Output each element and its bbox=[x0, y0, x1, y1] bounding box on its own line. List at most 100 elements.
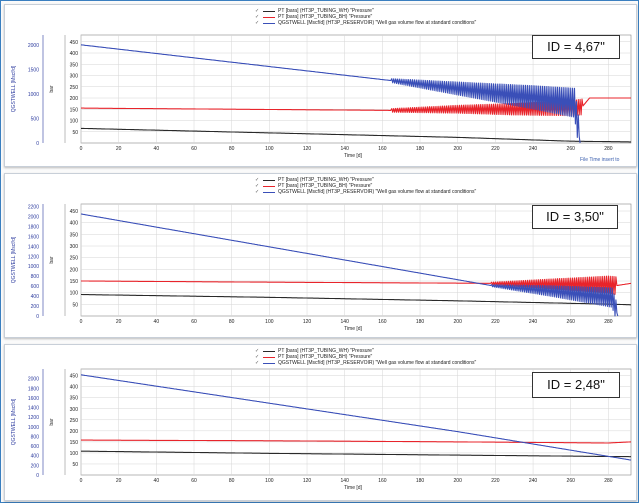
x-tick-label: 180 bbox=[416, 319, 425, 325]
x-tick-label: 280 bbox=[604, 146, 613, 152]
outer-y-tick-label: 600 bbox=[31, 444, 40, 450]
chart-svg-2: 0 20 40 60 80 100 120 140 160 180 200 220 240 260 280 5… bbox=[11, 203, 632, 332]
legend-checkbox[interactable]: ✓ bbox=[255, 20, 260, 26]
outer-y-tick-label: 200 bbox=[31, 463, 40, 469]
legend-item-gas[interactable]: ✓ QGSTWELL [Mscf/d] (HT3P_RESERVOIR) "Wel… bbox=[255, 20, 476, 26]
inner-y-tick-label: 50 bbox=[72, 130, 78, 136]
legend-label: PT [bara] (HT3P_TUBING_BH) "Pressure" bbox=[278, 14, 373, 20]
legend-1: ✓ PT [bara] (HT3P_TUBING_WH) "Pressure" ✓… bbox=[255, 8, 476, 26]
legend-2: ✓ PT [bara] (HT3P_TUBING_WH) "Pressure" ✓… bbox=[255, 177, 476, 195]
legend-label: QGSTWELL [Mscf/d] (HT3P_RESERVOIR) "Well… bbox=[278, 20, 477, 26]
legend-checkbox[interactable]: ✓ bbox=[255, 8, 260, 14]
chart-panel-2: 0 20 40 60 80 100 120 140 160 180 200 220 240 260 280 5… bbox=[4, 173, 637, 338]
x-axis-title: Time [d] bbox=[344, 153, 362, 159]
inner-y-tick-label: 400 bbox=[70, 51, 79, 57]
outer-y-tick-label: 1000 bbox=[28, 92, 39, 98]
inner-y-tick-label: 400 bbox=[70, 385, 79, 391]
inner-y-tick-label: 250 bbox=[70, 256, 79, 262]
outer-y-tick-label: 1500 bbox=[28, 67, 39, 73]
x-tick-label: 160 bbox=[378, 146, 387, 152]
legend-item-gas[interactable]: ✓ QGSTWELL [Mscf/d] (HT3P_RESERVOIR) "Wel… bbox=[255, 189, 476, 195]
legend-item-bh[interactable]: ✓ PT [bara] (HT3P_TUBING_BH) "Pressure" bbox=[255, 354, 476, 360]
x-tick-label: 40 bbox=[154, 146, 160, 152]
inner-axis-title: bar bbox=[49, 85, 55, 93]
outer-y-tick-label: 1800 bbox=[28, 386, 39, 392]
legend-item-wh[interactable]: ✓ PT [bara] (HT3P_TUBING_WH) "Pressure" bbox=[255, 348, 476, 354]
inner-y-tick-label: 100 bbox=[70, 291, 79, 297]
x-tick-label: 120 bbox=[303, 478, 312, 484]
outer-y-tick-label: 1400 bbox=[28, 244, 39, 250]
id-label-box: ID = 3,50" bbox=[532, 205, 618, 229]
outer-axis-title: QGSTWELL [Mscf/d] bbox=[11, 65, 17, 112]
outer-y-tick-label: 800 bbox=[31, 434, 40, 440]
outer-y-tick-label: 1600 bbox=[28, 234, 39, 240]
x-tick-label: 40 bbox=[154, 319, 160, 325]
outer-y-tick-label: 200 bbox=[31, 304, 40, 310]
x-tick-label: 220 bbox=[491, 319, 500, 325]
gas-rate-line bbox=[80, 44, 581, 144]
legend-checkbox[interactable]: ✓ bbox=[255, 183, 260, 189]
outer-y-tick-label: 2000 bbox=[28, 214, 39, 220]
legend-checkbox[interactable]: ✓ bbox=[255, 354, 260, 360]
legend-checkbox[interactable]: ✓ bbox=[255, 189, 260, 195]
outer-axis-title: QGSTWELL [Mscf/d] bbox=[11, 236, 17, 283]
inner-y-tick-label: 100 bbox=[70, 451, 79, 457]
x-tick-label: 100 bbox=[265, 319, 274, 325]
outer-y-tick-label: 2200 bbox=[28, 204, 39, 210]
inner-y-tick-label: 400 bbox=[70, 221, 79, 227]
bh-pressure-line bbox=[81, 439, 631, 444]
legend-checkbox[interactable]: ✓ bbox=[255, 14, 260, 20]
x-tick-label: 120 bbox=[303, 146, 312, 152]
x-tick-label: 220 bbox=[491, 146, 500, 152]
x-tick-label: 200 bbox=[454, 478, 463, 484]
x-tick-label: 60 bbox=[191, 146, 197, 152]
x-tick-label: 160 bbox=[378, 319, 387, 325]
x-tick-label: 120 bbox=[303, 319, 312, 325]
legend-label: PT [bara] (HT3P_TUBING_WH) "Pressure" bbox=[278, 348, 374, 354]
inner-y-tick-label: 250 bbox=[70, 85, 79, 91]
legend-label: PT [bara] (HT3P_TUBING_WH) "Pressure" bbox=[278, 8, 374, 14]
legend-label: PT [bara] (HT3P_TUBING_WH) "Pressure" bbox=[278, 177, 374, 183]
legend-item-wh[interactable]: ✓ PT [bara] (HT3P_TUBING_WH) "Pressure" bbox=[255, 8, 476, 14]
outer-y-tick-label: 0 bbox=[36, 141, 39, 147]
legend-item-bh[interactable]: ✓ PT [bara] (HT3P_TUBING_BH) "Pressure" bbox=[255, 183, 476, 189]
inner-y-tick-label: 150 bbox=[70, 279, 79, 285]
chart-svg-3: 0 20 40 60 80 100 120 140 160 180 200 220 240 260 280 5… bbox=[11, 368, 632, 491]
legend-item-bh[interactable]: ✓ PT [bara] (HT3P_TUBING_BH) "Pressure" bbox=[255, 14, 476, 20]
wh-pressure-line bbox=[81, 293, 631, 306]
inner-y-tick-label: 50 bbox=[72, 302, 78, 308]
inner-y-tick-label: 450 bbox=[70, 209, 79, 215]
x-tick-label: 100 bbox=[265, 478, 274, 484]
x-tick-label: 60 bbox=[191, 478, 197, 484]
x-tick-label: 160 bbox=[378, 478, 387, 484]
inner-y-tick-label: 450 bbox=[70, 374, 79, 380]
inner-y-tick-label: 350 bbox=[70, 396, 79, 402]
x-tick-label: 200 bbox=[454, 319, 463, 325]
legend-item-wh[interactable]: ✓ PT [bara] (HT3P_TUBING_WH) "Pressure" bbox=[255, 177, 476, 183]
wh-pressure-line bbox=[81, 450, 631, 458]
x-tick-label: 180 bbox=[416, 478, 425, 484]
legend-checkbox[interactable]: ✓ bbox=[255, 360, 260, 366]
outer-y-tick-label: 2000 bbox=[28, 377, 39, 383]
inner-y-tick-label: 200 bbox=[70, 96, 79, 102]
x-tick-label: 220 bbox=[491, 478, 500, 484]
outer-y-tick-label: 400 bbox=[31, 294, 40, 300]
legend-item-gas[interactable]: ✓ QGSTWELL [Mscf/d] (HT3P_RESERVOIR) "Wel… bbox=[255, 360, 476, 366]
outer-y-tick-label: 0 bbox=[36, 314, 39, 320]
outer-y-tick-label: 400 bbox=[31, 454, 40, 460]
legend-3: ✓ PT [bara] (HT3P_TUBING_WH) "Pressure" ✓… bbox=[255, 348, 476, 366]
x-tick-label: 20 bbox=[116, 478, 122, 484]
legend-label: QGSTWELL [Mscf/d] (HT3P_RESERVOIR) "Well… bbox=[278, 360, 477, 366]
inner-axis-title: bar bbox=[49, 418, 55, 426]
inner-y-tick-label: 450 bbox=[70, 40, 79, 46]
x-axis-title: Time [d] bbox=[344, 485, 362, 491]
outer-y-tick-label: 1400 bbox=[28, 406, 39, 412]
legend-checkbox[interactable]: ✓ bbox=[255, 348, 260, 354]
x-axis-title: Time [d] bbox=[344, 326, 362, 332]
x-tick-label: 100 bbox=[265, 146, 274, 152]
legend-checkbox[interactable]: ✓ bbox=[255, 177, 260, 183]
chart-panel-3: 0 20 40 60 80 100 120 140 160 180 200 220 240 260 280 5… bbox=[4, 344, 637, 501]
inner-y-tick-label: 150 bbox=[70, 440, 79, 446]
gas-rate-line bbox=[80, 374, 632, 461]
